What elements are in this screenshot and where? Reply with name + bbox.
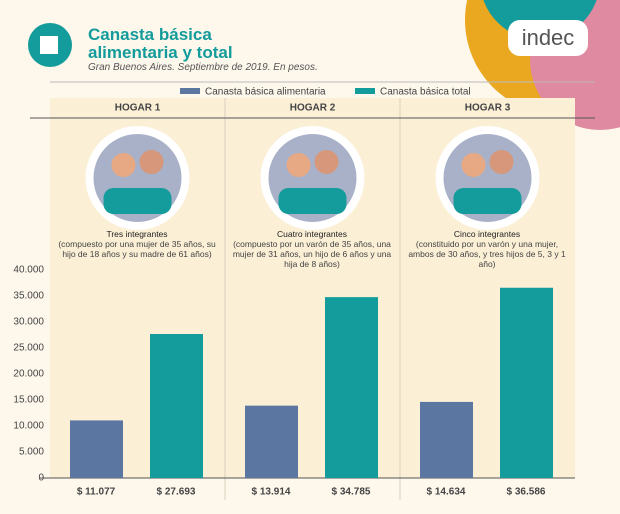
value-label: $ 27.693 <box>157 487 196 498</box>
household-description: (compuesto por un varón de 35 años, una … <box>232 239 392 269</box>
value-label: $ 13.914 <box>252 487 291 498</box>
bar <box>500 287 553 478</box>
category-label: HOGAR 2 <box>290 103 336 114</box>
illustration <box>461 153 486 177</box>
category-label: HOGAR 3 <box>465 103 511 114</box>
illustration <box>314 150 339 174</box>
y-tick-label: 15.000 <box>13 395 44 406</box>
value-label: $ 11.077 <box>77 487 116 498</box>
illustration <box>453 188 522 214</box>
y-tick-label: 40.000 <box>13 265 44 276</box>
legend-label: Canasta básica total <box>380 87 471 98</box>
household-members: Cuatro integrantes <box>277 229 347 239</box>
logo: indec <box>508 20 588 56</box>
illustration <box>278 188 347 214</box>
title: Canasta básica alimentaria y total <box>88 25 233 62</box>
bar <box>150 333 203 478</box>
household-members: Tres integrantes <box>106 229 168 239</box>
value-label: $ 34.785 <box>332 487 371 498</box>
bar <box>245 405 298 478</box>
illustration <box>139 150 164 174</box>
household-description: (constituido por un varón y una mujer, a… <box>408 239 566 269</box>
y-tick-label: 5.000 <box>19 447 44 458</box>
subtitle: Gran Buenos Aires. Septiembre de 2019. E… <box>88 62 318 73</box>
illustration <box>111 153 136 177</box>
value-label: $ 14.634 <box>427 487 466 498</box>
category-label: HOGAR 1 <box>115 103 161 114</box>
illustration <box>103 188 172 214</box>
puzzle <box>40 36 58 54</box>
legend-swatch <box>180 88 200 94</box>
y-tick-label: 35.000 <box>13 291 44 302</box>
illustration <box>286 153 311 177</box>
legend-swatch <box>355 88 375 94</box>
y-tick-label: 20.000 <box>13 369 44 380</box>
illustration <box>489 150 514 174</box>
y-tick-label: 30.000 <box>13 317 44 328</box>
y-tick-label: 0 <box>38 473 44 484</box>
legend-label: Canasta básica alimentaria <box>205 87 326 98</box>
household-members: Cinco integrantes <box>453 229 521 239</box>
y-tick-label: 10.000 <box>13 421 44 432</box>
y-tick-label: 25.000 <box>13 343 44 354</box>
bar <box>70 420 123 478</box>
value-label: $ 36.586 <box>507 487 546 498</box>
household-description: (compuesto por una mujer de 35 años, su … <box>58 239 216 259</box>
bar <box>420 401 473 478</box>
bar <box>325 297 378 478</box>
